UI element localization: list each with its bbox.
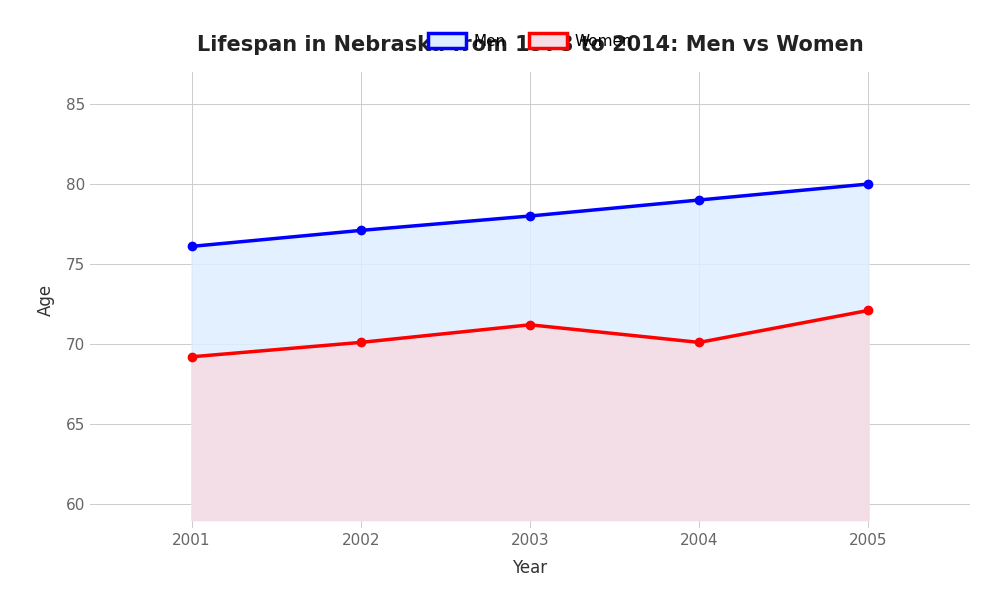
Men bbox=[524, 212, 536, 220]
Women bbox=[186, 353, 198, 361]
X-axis label: Year: Year bbox=[512, 559, 548, 577]
Women bbox=[862, 307, 874, 314]
Men bbox=[186, 243, 198, 250]
Men bbox=[693, 196, 705, 203]
Women bbox=[355, 339, 367, 346]
Women bbox=[693, 339, 705, 346]
Line: Women: Women bbox=[187, 306, 873, 361]
Men bbox=[862, 181, 874, 188]
Legend: Men, Women: Men, Women bbox=[420, 25, 640, 56]
Title: Lifespan in Nebraska from 1978 to 2014: Men vs Women: Lifespan in Nebraska from 1978 to 2014: … bbox=[197, 35, 863, 55]
Y-axis label: Age: Age bbox=[37, 284, 55, 316]
Women bbox=[524, 321, 536, 328]
Men bbox=[355, 227, 367, 234]
Line: Men: Men bbox=[187, 180, 873, 251]
